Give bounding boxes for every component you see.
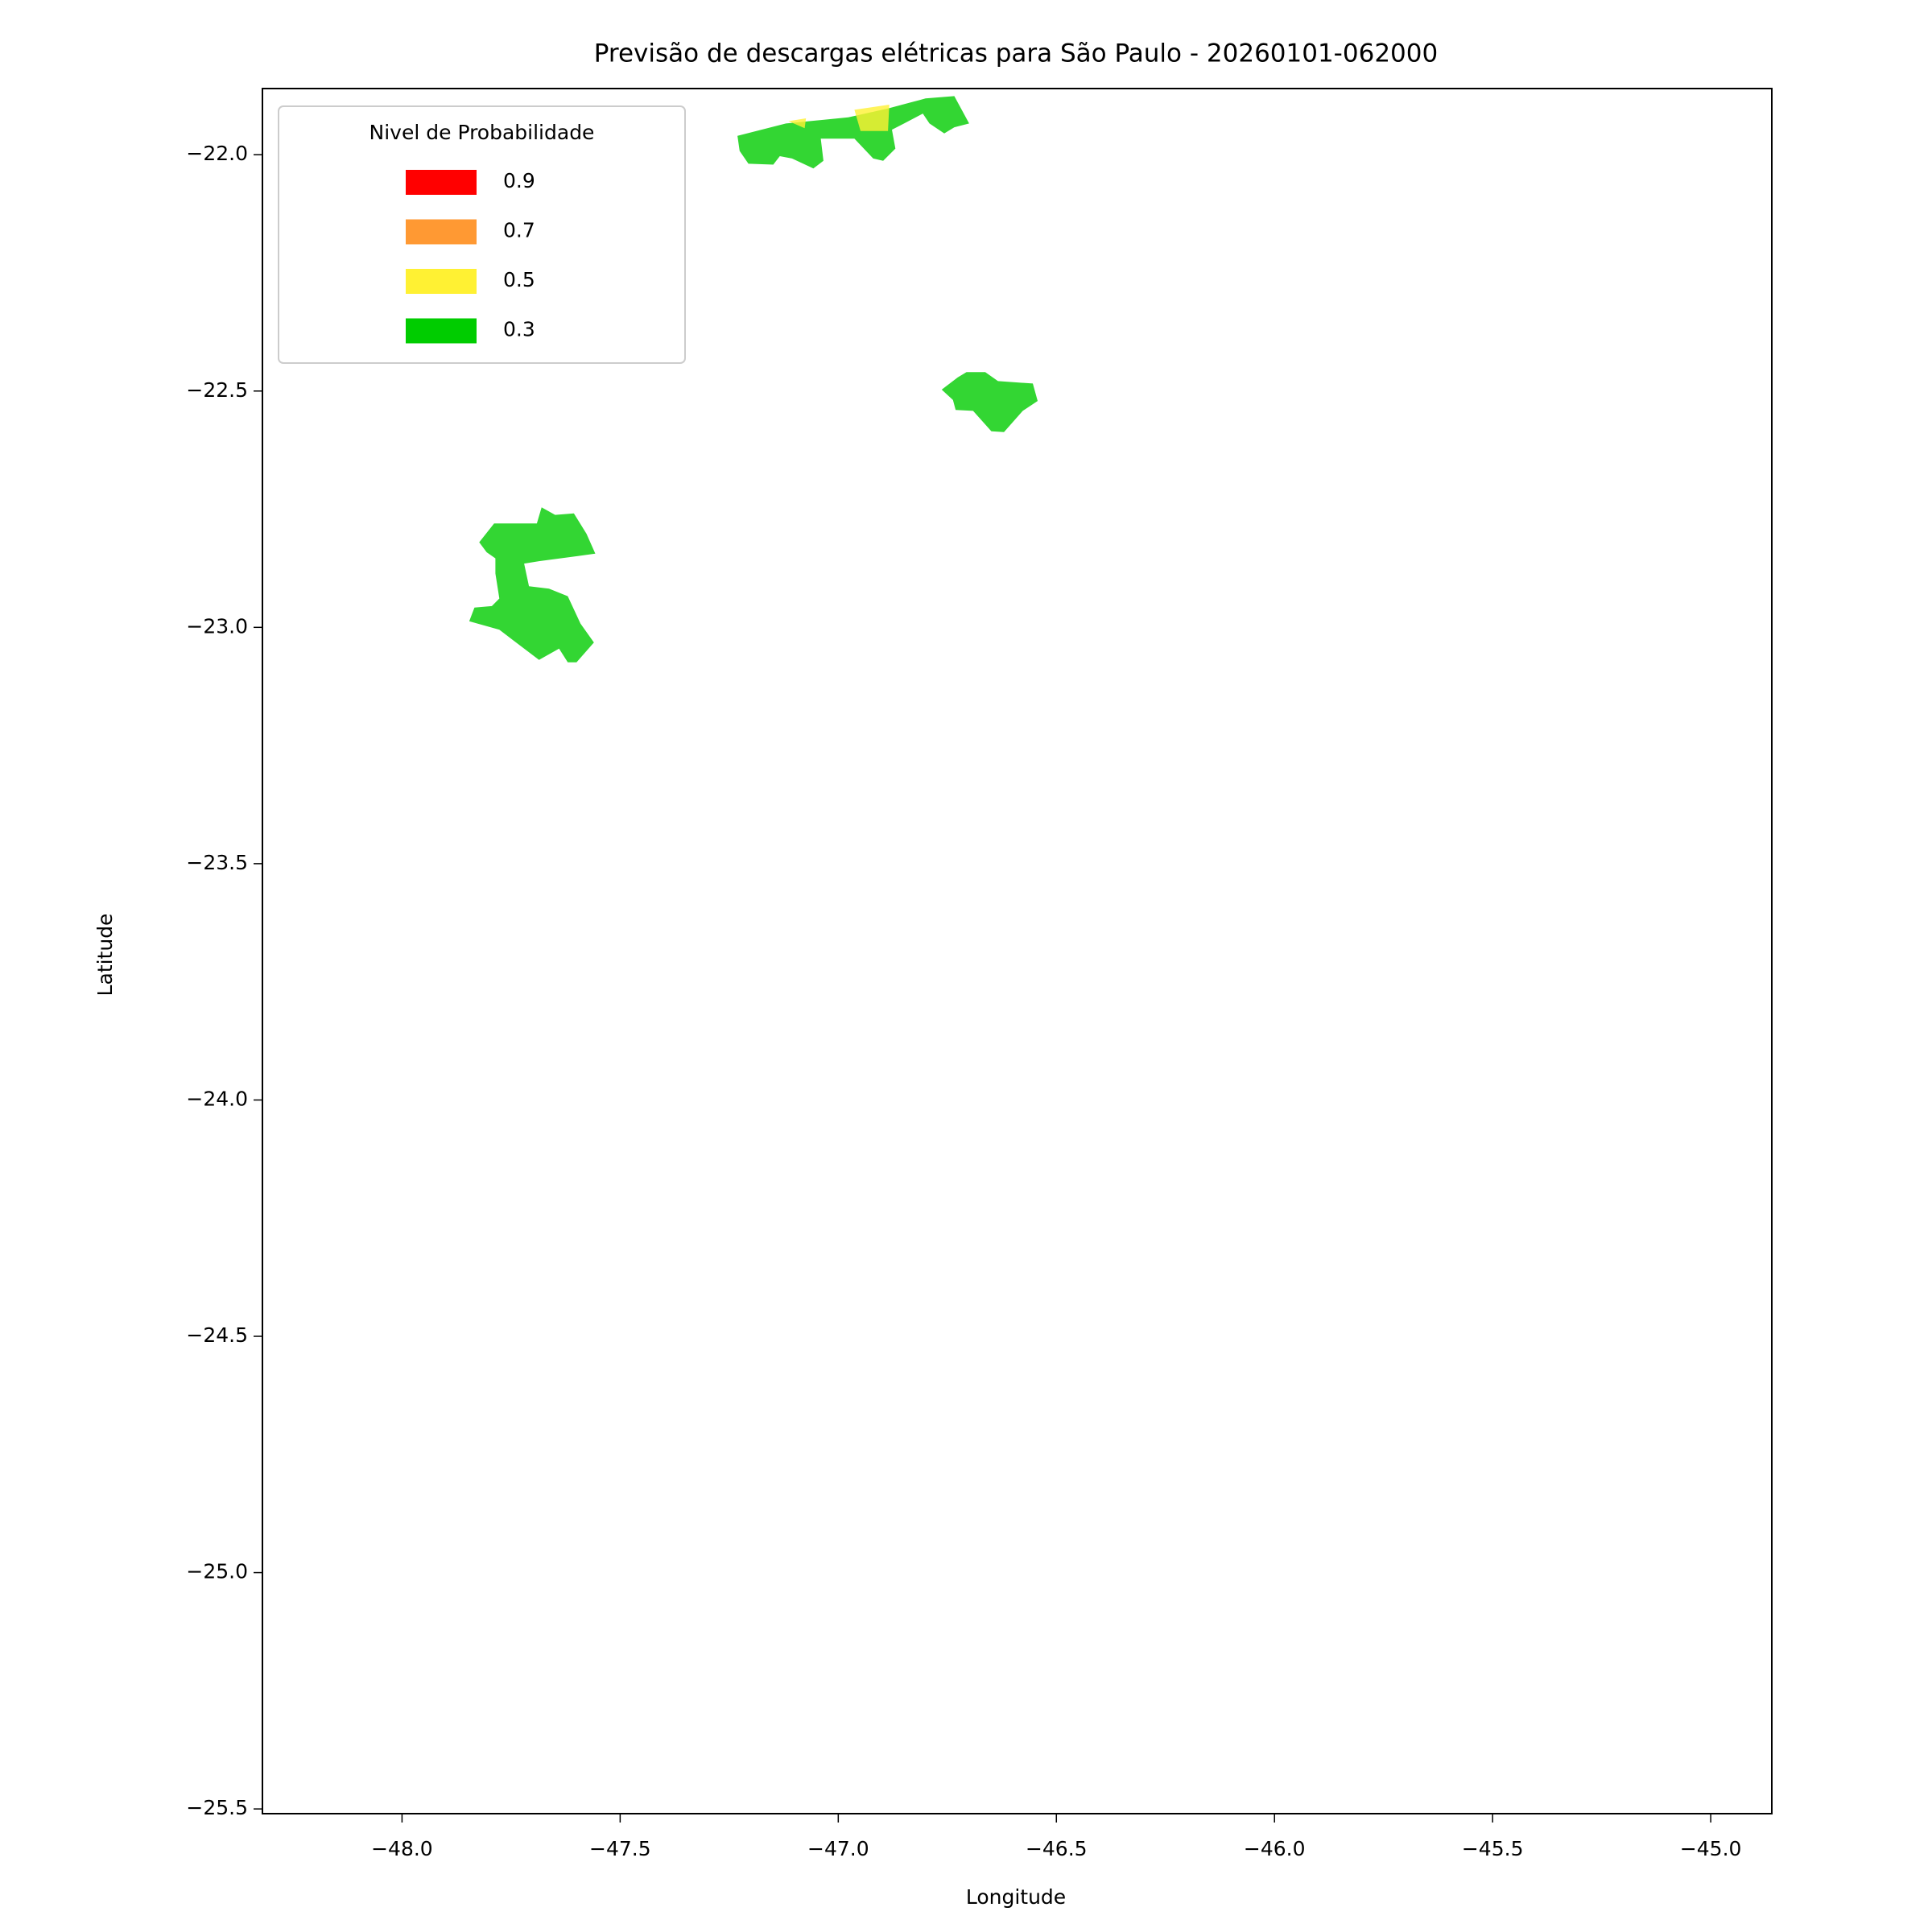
x-tick-label: −47.5 bbox=[589, 1837, 651, 1860]
legend-swatch bbox=[406, 219, 477, 245]
y-axis-label: Latitude bbox=[93, 914, 117, 997]
legend-swatch bbox=[406, 170, 477, 195]
x-tick-label: −48.0 bbox=[371, 1837, 433, 1860]
y-tick-label: −23.0 bbox=[186, 614, 248, 638]
y-tick-label: −23.5 bbox=[186, 851, 248, 874]
legend-box bbox=[278, 105, 686, 364]
legend-swatch bbox=[406, 318, 477, 344]
probability-area bbox=[854, 105, 890, 131]
chart-title: Previsão de descargas elétricas para São… bbox=[594, 39, 1438, 68]
y-tick-label: −24.5 bbox=[186, 1323, 248, 1347]
x-tick-label: −45.0 bbox=[1680, 1837, 1742, 1860]
y-tick-label: −22.5 bbox=[186, 378, 248, 402]
probability-area bbox=[941, 372, 1038, 432]
y-tick-label: −22.0 bbox=[186, 142, 248, 165]
x-tick-label: −46.5 bbox=[1026, 1837, 1088, 1860]
legend-label: 0.7 bbox=[503, 219, 535, 242]
probability-area bbox=[788, 118, 807, 129]
y-tick-label: −25.0 bbox=[186, 1560, 248, 1583]
legend-label: 0.9 bbox=[503, 169, 535, 192]
plot-frame bbox=[262, 88, 1773, 1814]
probability-area bbox=[737, 96, 969, 169]
y-tick-label: −24.0 bbox=[186, 1087, 248, 1110]
probability-area bbox=[469, 507, 596, 663]
x-tick-label: −47.0 bbox=[807, 1837, 869, 1860]
y-tick-label: −25.5 bbox=[186, 1796, 248, 1819]
legend-label: 0.5 bbox=[503, 268, 535, 291]
x-tick-label: −45.5 bbox=[1462, 1837, 1524, 1860]
legend-label: 0.3 bbox=[503, 318, 535, 341]
legend-title: Nivel de Probabilidade bbox=[369, 121, 595, 144]
x-axis-label: Longitude bbox=[966, 1885, 1066, 1909]
legend-swatch bbox=[406, 269, 477, 294]
x-tick-label: −46.0 bbox=[1244, 1837, 1306, 1860]
legend: Nivel de Probabilidade 0.9 0.7 0.5 0.3 bbox=[278, 105, 686, 364]
